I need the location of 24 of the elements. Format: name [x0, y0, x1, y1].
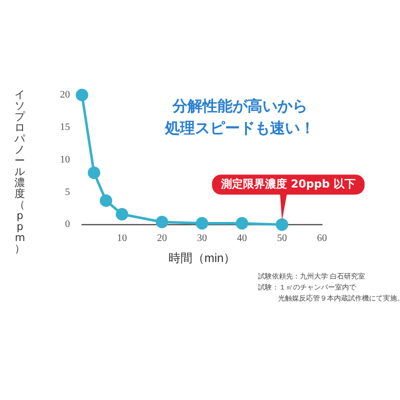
- x-tick-label: 60: [317, 233, 327, 244]
- point: [88, 166, 100, 180]
- x-tick-label: 10: [117, 233, 127, 244]
- y-tick-label: 10: [60, 154, 70, 166]
- point: [236, 217, 248, 230]
- point: [276, 218, 288, 231]
- point: [196, 217, 208, 230]
- text: イソプロパノール濃度（ppm）: [14, 89, 26, 255]
- x-tick-label: 30: [197, 233, 207, 244]
- x-tick-label: 40: [237, 233, 247, 244]
- point: [156, 216, 168, 228]
- y-tick-label: 20: [60, 90, 70, 101]
- x-axis-title: 時間（min）: [168, 251, 236, 266]
- chart-title: 分解性能が高いから: [172, 96, 308, 115]
- text: 処理スピードも速い！: [164, 118, 315, 137]
- y-tick-label: 15: [60, 122, 70, 134]
- annotation: 測定限界濃度 20ppb 以下: [220, 177, 356, 190]
- point: [116, 208, 128, 220]
- point: [100, 194, 112, 207]
- y-tick-label: 5: [65, 186, 70, 198]
- x-tick-label: 50: [277, 233, 287, 244]
- y-tick-label: 0: [65, 219, 70, 230]
- x-tick-label: 20: [157, 233, 167, 244]
- point: [76, 88, 88, 102]
